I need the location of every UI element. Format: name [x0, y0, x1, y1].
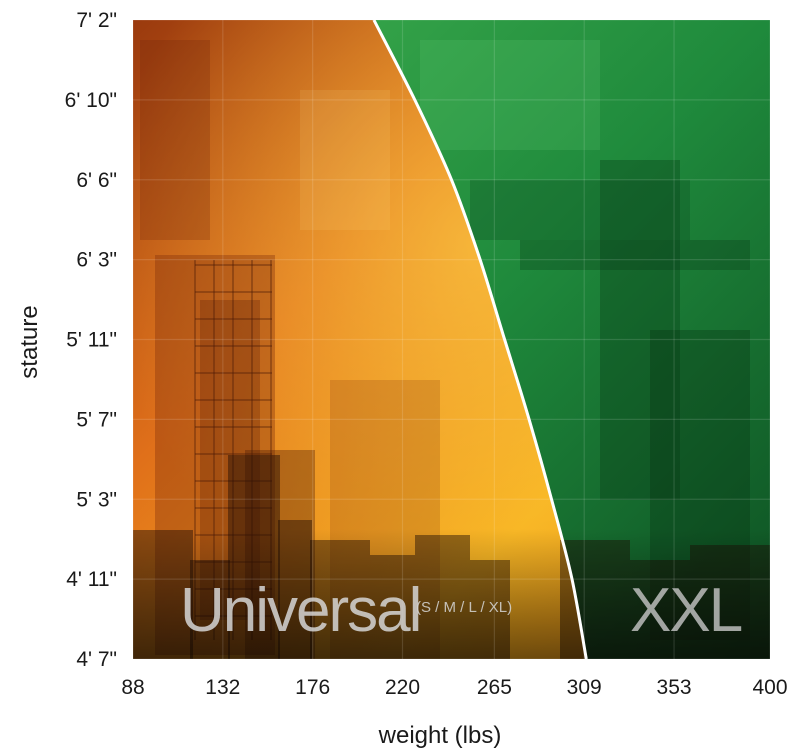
x-tick-label: 309: [567, 676, 602, 699]
xxl-texture-block: [520, 240, 750, 270]
y-axis-title: stature: [16, 305, 43, 378]
x-tick-label: 220: [385, 676, 420, 699]
x-tick-label: 265: [477, 676, 512, 699]
xxl-texture-block: [470, 180, 690, 240]
x-tick-label: 132: [205, 676, 240, 699]
x-axis-title: weight (lbs): [378, 722, 502, 749]
x-tick-label: 353: [657, 676, 692, 699]
region-label-universal: Universal (S / M / L / XL): [180, 576, 512, 645]
y-tick-label: 7' 2": [76, 9, 117, 32]
y-tick-label: 5' 11": [66, 329, 117, 352]
x-tick-label: 88: [121, 676, 144, 699]
boundary-curve: [372, 20, 588, 659]
y-tick-label: 4' 7": [76, 648, 117, 671]
y-tick-label: 4' 11": [66, 568, 117, 591]
xxl-texture-block: [600, 160, 680, 500]
plot-area: [133, 20, 770, 659]
y-tick-label: 6' 10": [65, 89, 117, 112]
universal-sublabel: (S / M / L / XL): [416, 599, 512, 616]
universal-texture-block: [300, 90, 390, 230]
y-tick-label: 5' 7": [76, 408, 117, 431]
y-tick-label: 6' 3": [76, 249, 117, 272]
bottom-shade: [133, 529, 770, 659]
x-axis-ticks: 88 132 176 220 265 309 353 400: [121, 676, 787, 699]
x-tick-label: 400: [752, 676, 787, 699]
y-tick-label: 5' 3": [76, 488, 117, 511]
universal-texture-block: [140, 40, 210, 240]
universal-label: Universal: [180, 576, 420, 645]
y-axis-ticks: 4' 7" 4' 11" 5' 3" 5' 7" 5' 11" 6' 3" 6' 6" 6' …: [65, 9, 117, 671]
y-tick-label: 6' 6": [76, 169, 117, 192]
x-tick-label: 176: [295, 676, 330, 699]
xxl-texture-block: [420, 40, 600, 150]
xxl-label: XXL: [630, 576, 742, 645]
